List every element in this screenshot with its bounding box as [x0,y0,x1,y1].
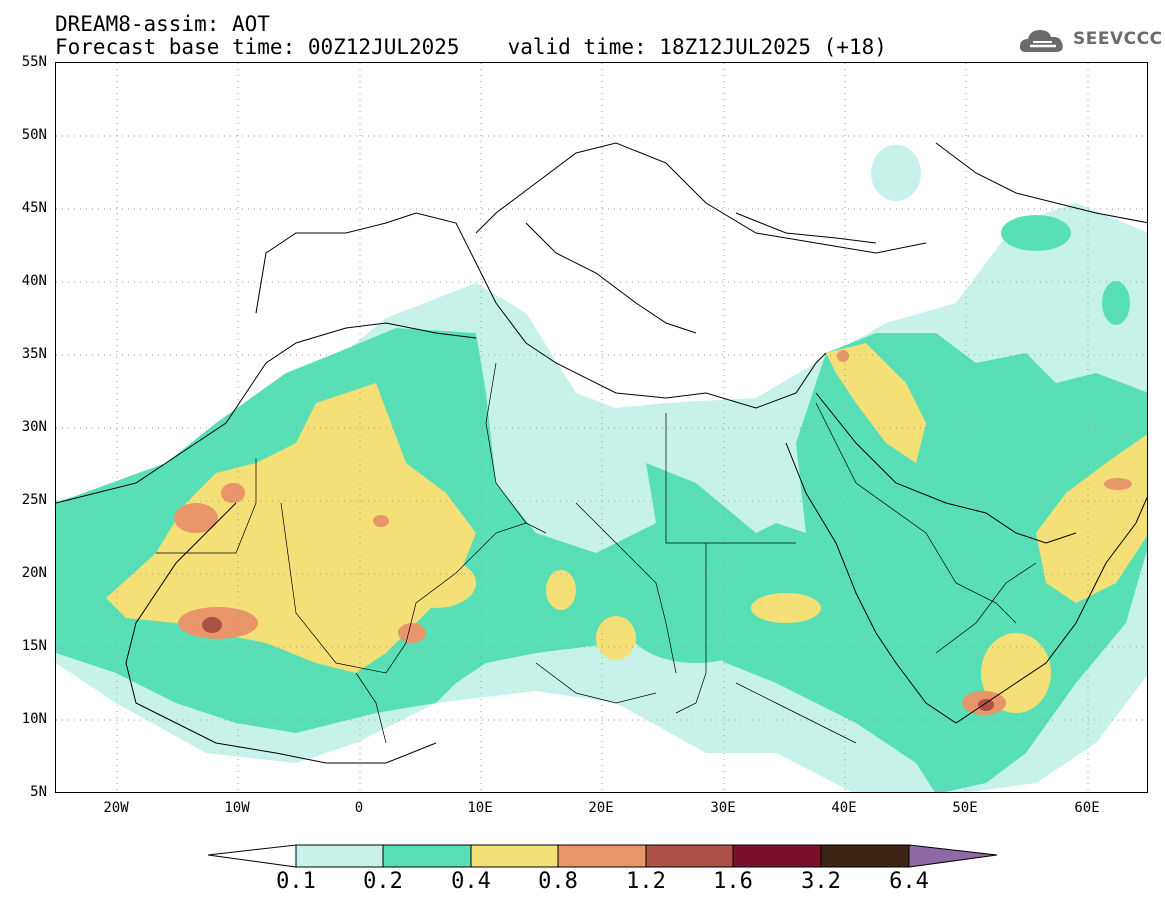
colorbar-label: 1.6 [713,869,753,894]
aot-class-0.4 [106,343,1147,713]
lat-label: 20N [21,565,47,581]
colorbar-label: 0.4 [451,869,491,894]
logo-text: SEEVCCC [1073,29,1163,49]
aot-map [55,62,1148,793]
lon-label: 30E [710,800,736,816]
colorbar-label: 0.2 [363,869,403,894]
colorbar-swatch [295,844,384,868]
lat-label: 35N [21,346,47,362]
colorbar-swatch [908,844,998,868]
lat-label: 50N [21,127,47,143]
country-borders [156,362,1037,744]
lon-label: 50E [952,800,978,816]
colorbar-swatch [820,844,910,868]
lat-label: 45N [21,200,47,216]
lat-label: 5N [30,784,47,800]
lon-label: 10W [224,800,250,816]
aot-class-1.2 [202,617,994,711]
lon-label: 40E [831,800,857,816]
lat-label: 55N [21,54,47,70]
lon-label: 60E [1074,800,1100,816]
lat-label: 40N [21,273,47,289]
colorbar-swatch [382,844,472,868]
colorbar-label: 3.2 [801,869,841,894]
colorbar-label: 1.2 [626,869,666,894]
colorbar-swatch [470,844,559,868]
lon-label: 0 [354,800,364,816]
valid-time: valid time: 18Z12JUL2025 (+18) [507,35,887,59]
cloud-logo-icon [1019,30,1063,52]
map-svg [56,63,1147,792]
lat-label: 30N [21,419,47,435]
lon-label: 20E [588,800,614,816]
forecast-base-time: Forecast base time: 00Z12JUL2025 [55,35,460,59]
colorbar-swatch [645,844,734,868]
colorbar-under-triangle [207,844,297,868]
time-info: Forecast base time: 00Z12JUL2025 valid ti… [55,36,887,58]
colorbar [207,843,998,873]
lat-label: 15N [21,638,47,654]
colorbar-label: 0.1 [276,869,316,894]
lat-label: 25N [21,492,47,508]
colorbar-label: 6.4 [889,869,929,894]
coastlines [56,142,1147,764]
map-title: DREAM8-assim: AOT [55,12,270,36]
colorbar-swatch [732,844,822,868]
colorbar-swatch [557,844,647,868]
graticule [56,63,1147,792]
lat-label: 10N [21,711,47,727]
lon-label: 20W [103,800,129,816]
colorbar-label: 0.8 [538,869,578,894]
lon-label: 10E [467,800,493,816]
colorbar-svg [207,844,998,868]
seevccc-logo: SEEVCCC [1018,24,1162,58]
